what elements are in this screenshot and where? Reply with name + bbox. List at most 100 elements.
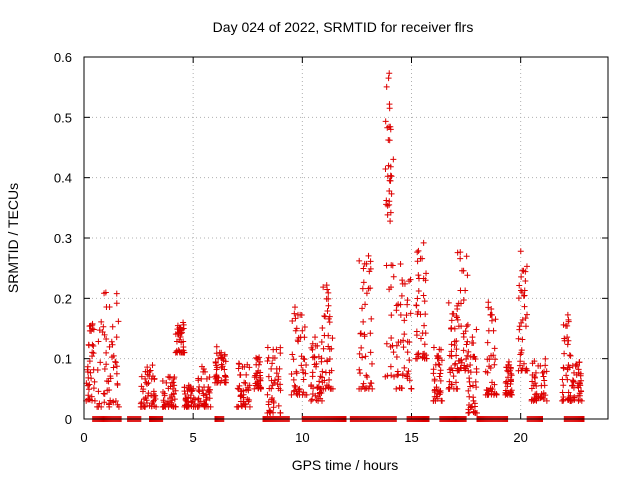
data-point [150, 398, 157, 405]
data-point [564, 334, 571, 341]
data-point [466, 393, 473, 400]
data-point [369, 385, 376, 392]
data-point [308, 381, 315, 388]
data-point [255, 361, 262, 368]
data-point [148, 375, 155, 382]
data-point [406, 278, 413, 285]
data-point [488, 305, 495, 312]
data-point [326, 356, 333, 363]
data-point [315, 393, 322, 400]
data-point [515, 367, 522, 374]
data-point [146, 402, 153, 409]
data-point [420, 353, 427, 360]
data-point [431, 377, 438, 384]
data-point [168, 379, 175, 386]
data-point [421, 322, 428, 329]
data-point [243, 371, 250, 378]
data-point [90, 326, 97, 333]
data-point [484, 369, 491, 376]
data-point [326, 376, 333, 383]
data-point [360, 279, 367, 286]
data-point [95, 388, 102, 395]
data-point [492, 316, 499, 323]
data-point [218, 349, 225, 356]
data-point [472, 378, 479, 385]
data-point [292, 315, 299, 322]
data-point [318, 397, 325, 404]
data-point [384, 211, 391, 218]
data-point [529, 360, 536, 367]
data-point [577, 382, 584, 389]
data-point [528, 385, 535, 392]
data-point [277, 344, 284, 351]
data-point [319, 325, 326, 332]
data-point [301, 356, 308, 363]
data-point [172, 403, 179, 410]
data-point [180, 338, 187, 345]
data-point [451, 361, 458, 368]
data-point [423, 270, 430, 277]
data-points [83, 70, 587, 422]
data-point [387, 126, 394, 133]
data-point [254, 378, 261, 385]
data-point [201, 384, 208, 391]
data-point [222, 379, 229, 386]
data-point [316, 378, 323, 385]
data-point [358, 344, 365, 351]
data-point [397, 311, 404, 318]
data-point [563, 372, 570, 379]
data-point [482, 391, 489, 398]
data-point [360, 318, 367, 325]
data-point [398, 292, 405, 299]
data-point [177, 324, 184, 331]
data-point [221, 366, 228, 373]
data-point [86, 358, 93, 365]
data-point [273, 365, 280, 372]
data-point [560, 364, 567, 371]
data-point [578, 397, 585, 404]
data-point [385, 75, 392, 82]
data-point [387, 363, 394, 370]
data-point [106, 403, 113, 410]
data-point [430, 344, 437, 351]
data-point [484, 387, 491, 394]
data-point [532, 391, 539, 398]
data-point [523, 263, 530, 270]
data-point [491, 345, 498, 352]
data-point [518, 319, 525, 326]
data-point [507, 367, 514, 374]
data-point [172, 349, 179, 356]
data-point [457, 255, 464, 262]
data-point [309, 354, 316, 361]
data-point [367, 349, 374, 356]
data-point [430, 397, 437, 404]
data-point [401, 317, 408, 324]
data-point [288, 370, 295, 377]
data-point [542, 362, 549, 369]
data-point [205, 388, 212, 395]
data-point [106, 303, 113, 310]
data-point [437, 370, 444, 377]
data-point [422, 311, 429, 318]
data-point [329, 335, 336, 342]
data-point [167, 373, 174, 380]
data-point [103, 349, 110, 356]
data-point [365, 285, 372, 292]
data-point [363, 260, 370, 267]
data-point [256, 382, 263, 389]
data-point [152, 392, 159, 399]
data-point [406, 339, 413, 346]
data-point [464, 352, 471, 359]
data-point [367, 258, 374, 265]
data-point [397, 261, 404, 268]
data-point [466, 378, 473, 385]
data-point [382, 118, 389, 125]
data-point [404, 373, 411, 380]
data-point [393, 385, 400, 392]
data-point [291, 304, 298, 311]
data-point [542, 355, 549, 362]
data-point [101, 365, 108, 372]
data-point [318, 338, 325, 345]
data-point [467, 383, 474, 390]
data-point [465, 409, 472, 416]
